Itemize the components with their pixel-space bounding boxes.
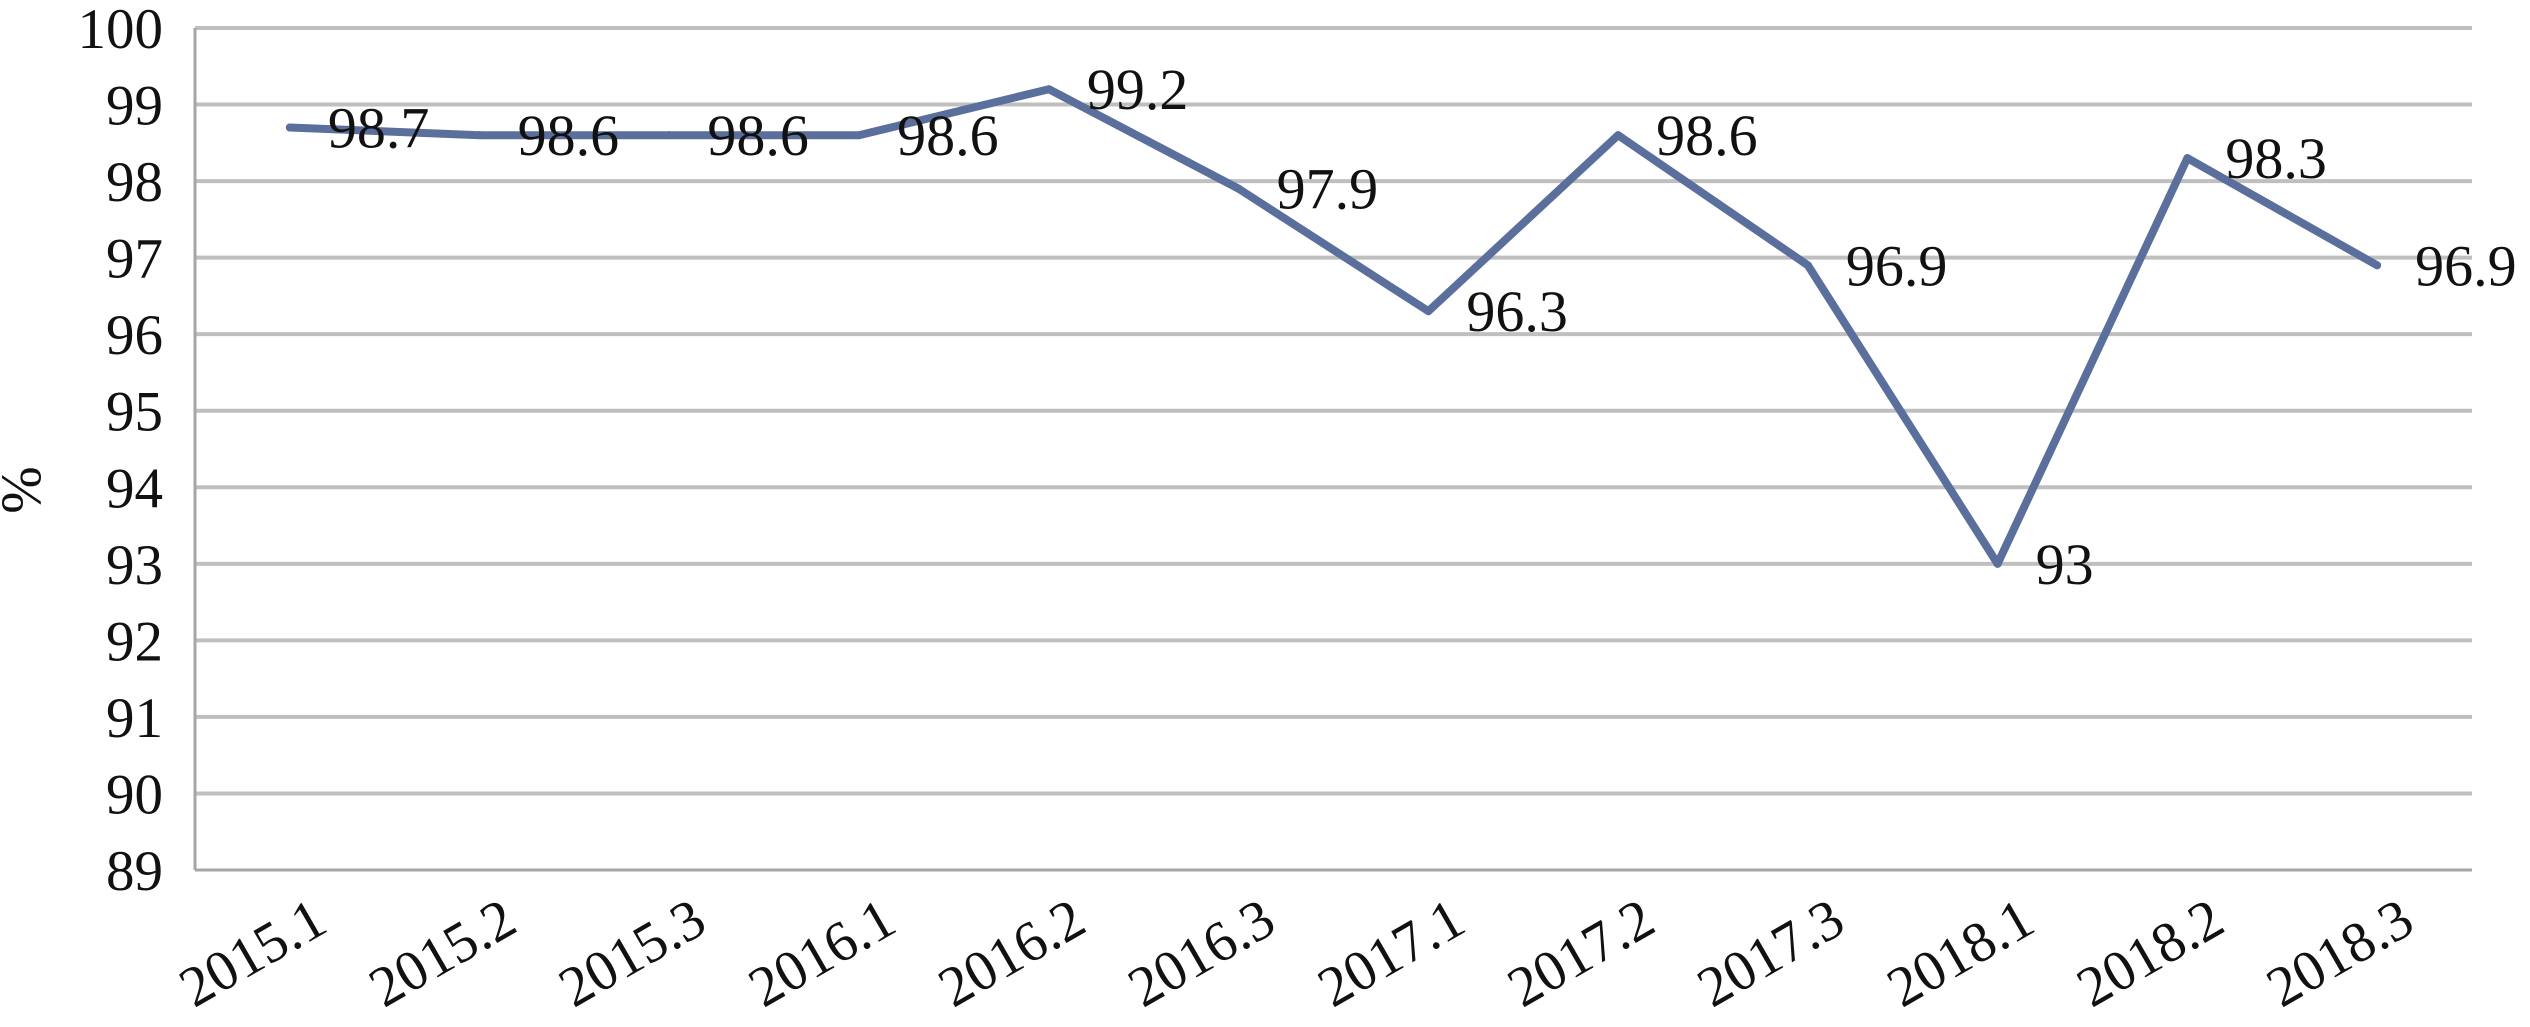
x-tick-label: 2018.1 xyxy=(1877,887,2044,1020)
data-point xyxy=(2183,154,2192,163)
x-tick-label: 2017.2 xyxy=(1497,887,1664,1020)
x-tick-label: 2016.1 xyxy=(738,887,905,1020)
data-label: 98.6 xyxy=(707,103,809,168)
data-label: 98.6 xyxy=(518,103,620,168)
data-point xyxy=(665,131,674,140)
x-tick-label: 2015.2 xyxy=(359,887,526,1020)
x-tick-labels: 2015.1 2015.2 2015.3 2016.1 2016.2 2016.3 2017… xyxy=(169,887,2423,1020)
data-label: 97.9 xyxy=(1277,157,1379,222)
data-label: 98.3 xyxy=(2225,126,2327,191)
data-point xyxy=(1803,261,1812,270)
y-tick-label: 99 xyxy=(106,75,163,138)
data-point xyxy=(1614,131,1623,140)
data-label: 93 xyxy=(2036,532,2094,597)
data-point xyxy=(285,123,294,132)
y-tick-label: 90 xyxy=(106,763,163,826)
x-tick-label: 2017.1 xyxy=(1308,887,1475,1020)
data-point xyxy=(1993,559,2002,568)
x-tick-label: 2016.2 xyxy=(928,887,1095,1020)
y-tick-label: 93 xyxy=(106,534,163,597)
y-axis-label: % xyxy=(0,466,53,513)
data-label: 99.2 xyxy=(1087,57,1189,122)
data-labels: 98.7 98.6 98.6 98.6 99.2 97.9 96.3 98.6 96.9 93 98… xyxy=(328,57,2517,597)
data-label: 96.3 xyxy=(1466,279,1568,344)
x-tick-label: 2017.3 xyxy=(1687,887,1854,1020)
y-tick-label: 94 xyxy=(106,457,163,520)
data-label: 98.6 xyxy=(1656,103,1758,168)
y-tick-label: 96 xyxy=(106,304,163,367)
data-point xyxy=(1424,307,1433,316)
x-tick-label: 2018.2 xyxy=(2067,887,2234,1020)
data-point xyxy=(855,131,864,140)
y-tick-label: 89 xyxy=(106,840,163,903)
series-line xyxy=(285,85,2382,568)
x-tick-label: 2018.3 xyxy=(2256,887,2423,1020)
y-tick-labels: 89 90 91 92 93 94 95 96 97 98 99 100 xyxy=(78,0,164,903)
x-tick-label: 2015.1 xyxy=(169,887,336,1020)
data-series xyxy=(285,85,2382,568)
y-tick-label: 92 xyxy=(106,610,163,673)
data-point xyxy=(1234,184,1243,193)
data-label: 96.9 xyxy=(2415,233,2517,298)
x-tick-label: 2015.3 xyxy=(549,887,716,1020)
y-tick-label: 97 xyxy=(106,228,163,291)
data-label: 98.7 xyxy=(328,96,430,161)
y-tick-label: 91 xyxy=(106,687,163,750)
y-tick-label: 100 xyxy=(78,0,164,61)
data-point xyxy=(1044,85,1053,94)
data-point xyxy=(475,131,484,140)
y-tick-label: 95 xyxy=(106,381,163,444)
gridlines xyxy=(195,26,2472,796)
data-label: 96.9 xyxy=(1846,233,1948,298)
data-point xyxy=(2373,261,2382,270)
x-tick-label: 2016.3 xyxy=(1118,887,1285,1020)
data-label: 98.6 xyxy=(897,103,999,168)
y-tick-label: 98 xyxy=(106,151,163,214)
